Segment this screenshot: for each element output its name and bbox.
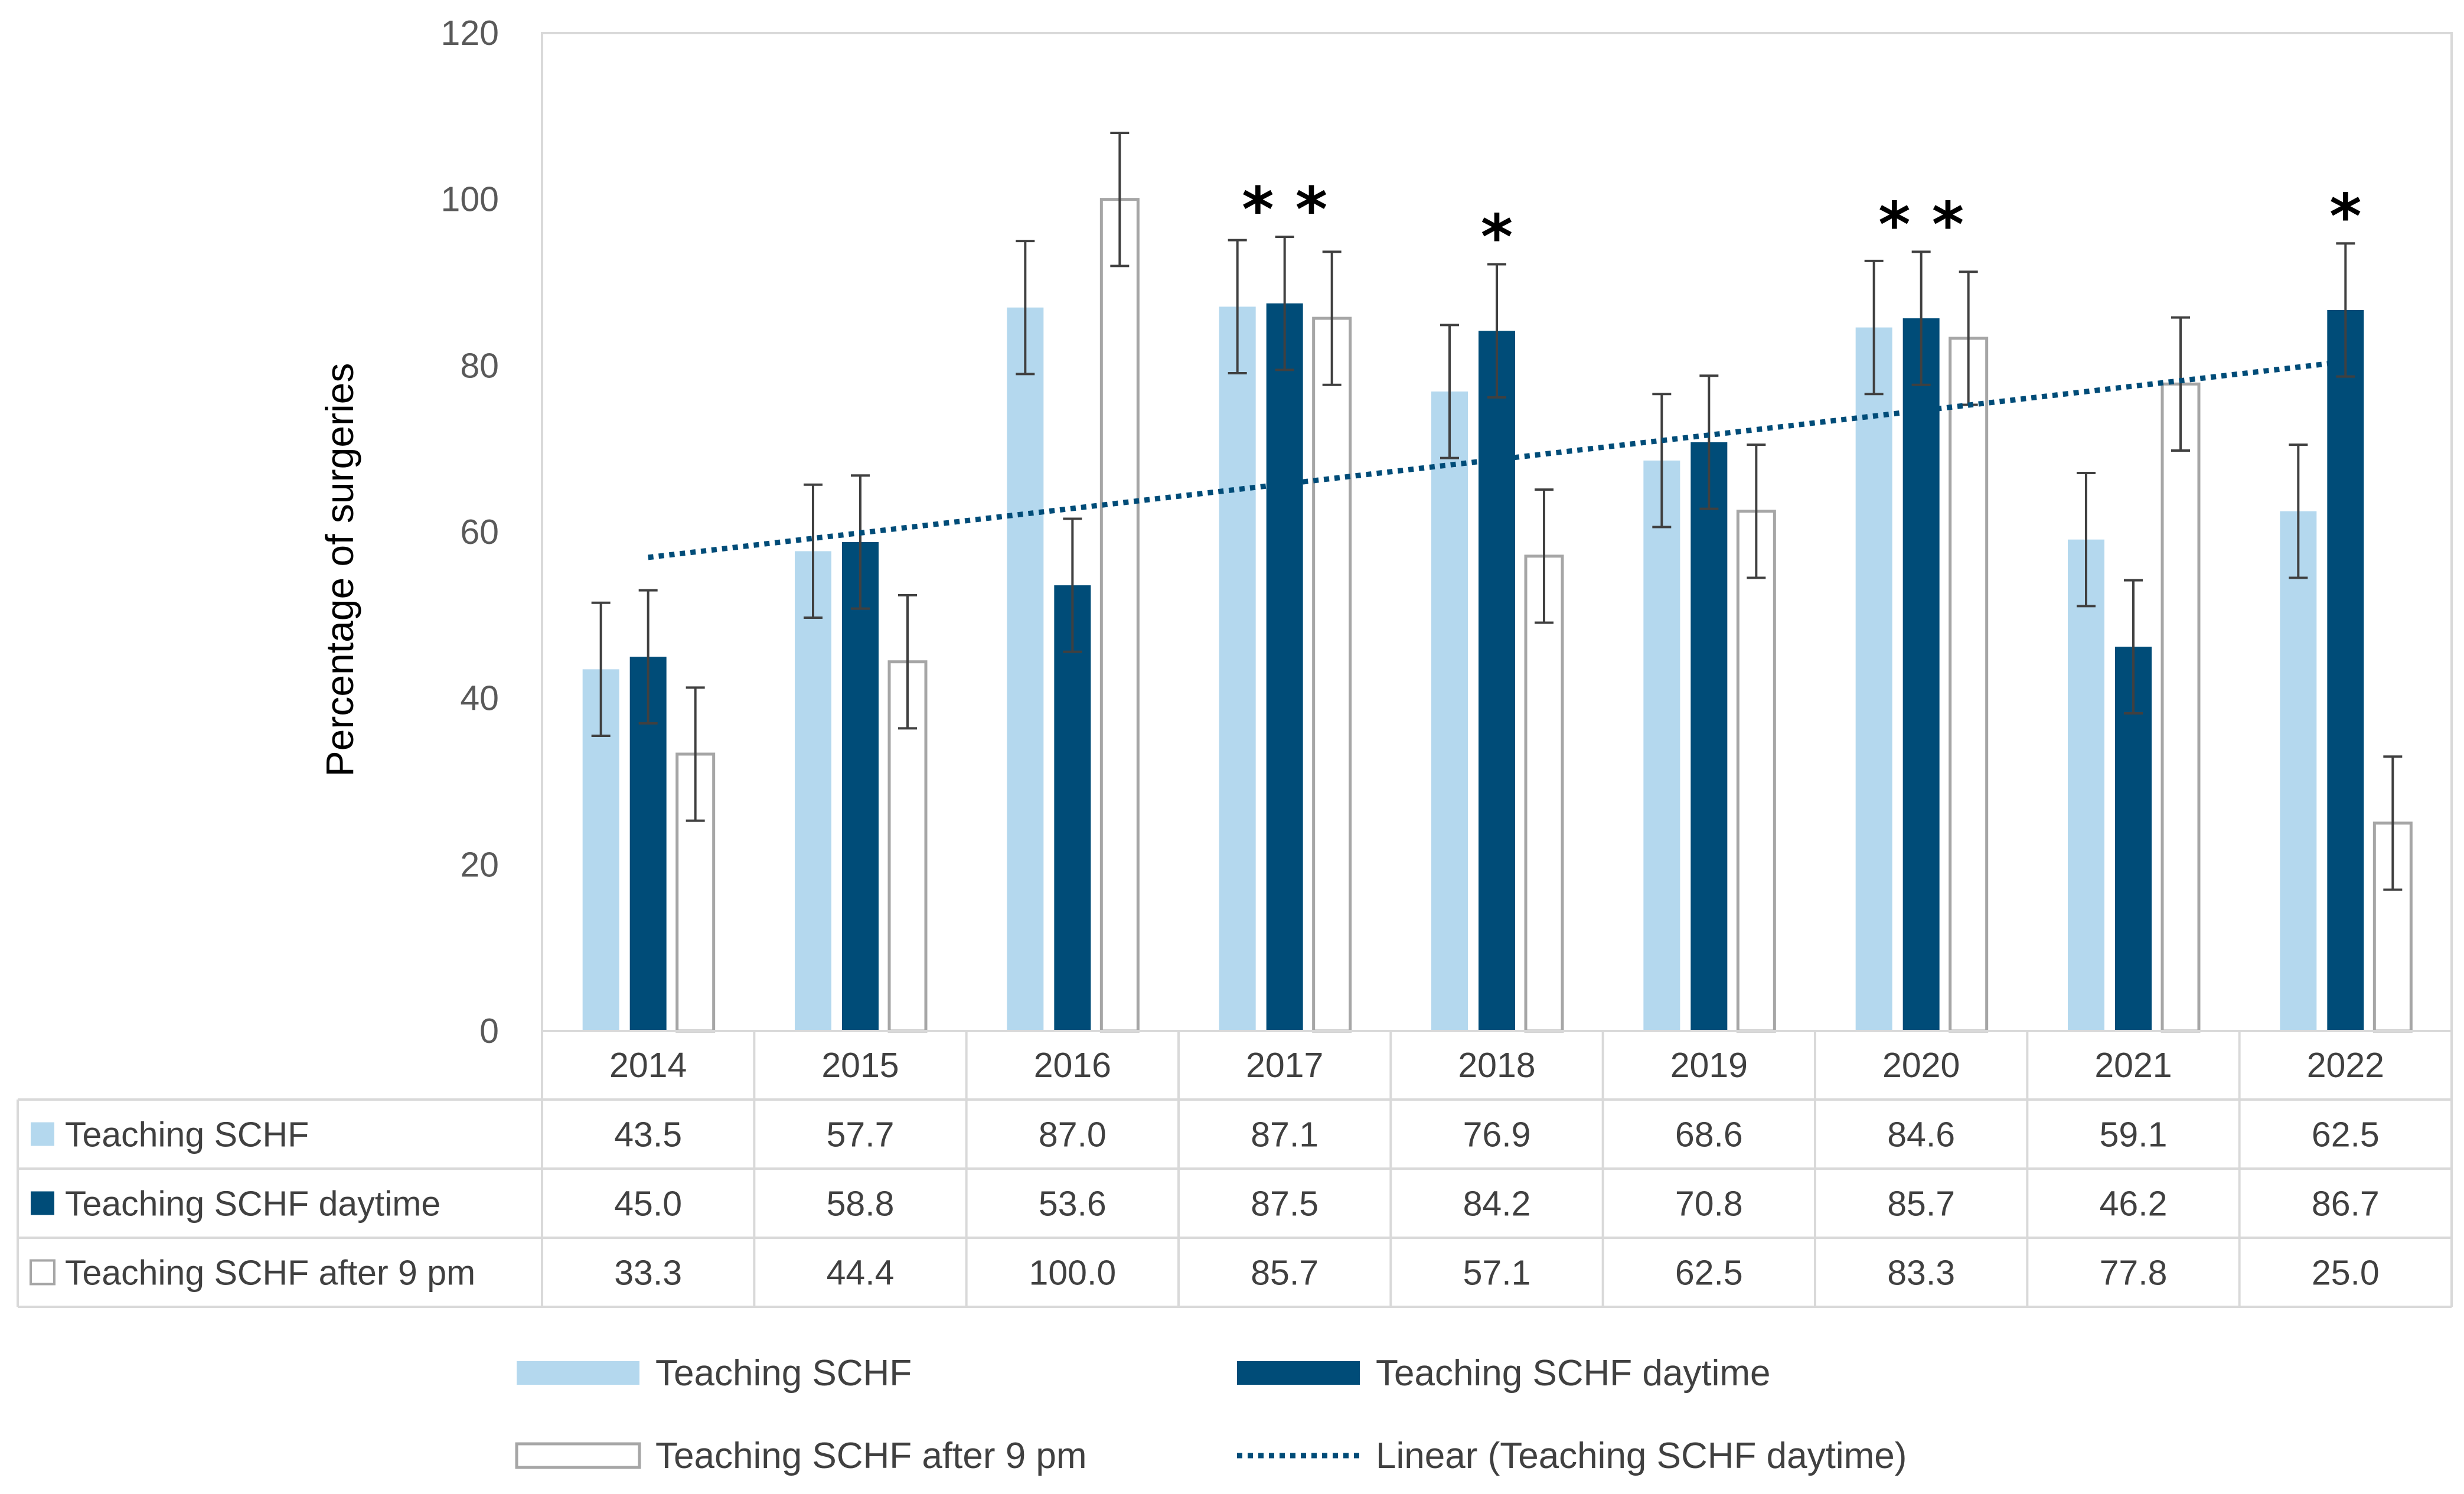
y-tick-label: 80 — [460, 346, 499, 385]
bar-teaching-schf — [795, 551, 831, 1031]
trendline-linear — [648, 358, 2346, 560]
bar-teaching-schf — [2280, 511, 2317, 1031]
trendline — [648, 358, 2346, 560]
category-label: 2020 — [1882, 1046, 1960, 1085]
y-tick-label: 0 — [479, 1012, 499, 1051]
category-label: 2021 — [2094, 1046, 2172, 1085]
bar-teaching-schf-after-9-pm — [1524, 554, 1564, 1033]
significance-star: * — [2329, 180, 2361, 252]
data-label: 83.3 — [1887, 1254, 1955, 1293]
bar-teaching-schf — [1855, 327, 1892, 1031]
bar-teaching-schf — [1643, 460, 1680, 1031]
data-label: 57.1 — [1463, 1254, 1531, 1293]
data-label: 70.8 — [1675, 1185, 1743, 1224]
data-label: 59.1 — [2100, 1115, 2168, 1154]
data-label: 62.5 — [1675, 1254, 1743, 1293]
data-label: 57.7 — [827, 1115, 895, 1154]
data-label: 53.6 — [1039, 1185, 1107, 1224]
category-label: 2019 — [1670, 1046, 1748, 1085]
bar-teaching-schf-daytime — [1902, 318, 1940, 1031]
legend: Teaching SCHF Teaching SCHF daytime Teachi… — [515, 1353, 1907, 1476]
significance-star: * — [1481, 201, 1513, 273]
category-label: 2014 — [609, 1046, 687, 1085]
data-label: 68.6 — [1675, 1115, 1743, 1154]
significance-star: * * — [1878, 188, 1964, 260]
bar-teaching-schf-after-9-pm — [1736, 510, 1776, 1033]
bar-teaching-schf — [1007, 307, 1044, 1031]
legend-swatch-teaching-schf-daytime — [1237, 1361, 1360, 1385]
category-label: 2015 — [821, 1046, 899, 1085]
bar-teaching-schf — [1431, 391, 1468, 1031]
y-axis-label: Percentage of surgeries — [318, 363, 361, 777]
table-row-label: Teaching SCHF after 9 pm — [65, 1254, 475, 1293]
bar-teaching-schf-after-9-pm — [2161, 382, 2201, 1033]
legend-label: Linear (Teaching SCHF daytime) — [1376, 1436, 1907, 1476]
data-label: 77.8 — [2100, 1254, 2168, 1293]
category-label: 2022 — [2307, 1046, 2384, 1085]
bar-teaching-schf-after-9-pm — [1949, 337, 1989, 1033]
data-label: 25.0 — [2312, 1254, 2380, 1293]
data-label: 84.2 — [1463, 1185, 1531, 1224]
data-label: 62.5 — [2312, 1115, 2380, 1154]
table-legend-key — [31, 1191, 54, 1215]
data-table: 2014 2015 2016 2017 2018 2019 2020 2021 2022 Teac… — [17, 1030, 2453, 1308]
y-tick-label: 20 — [460, 845, 499, 884]
legend-swatch-teaching-schf-after-9-pm — [515, 1442, 641, 1469]
y-tick-label: 40 — [460, 679, 499, 718]
data-label: 100.0 — [1029, 1254, 1117, 1293]
data-label: 45.0 — [614, 1185, 682, 1224]
bar-teaching-schf-after-9-pm — [1312, 317, 1352, 1033]
data-label: 84.6 — [1887, 1115, 1955, 1154]
data-label: 87.5 — [1251, 1185, 1319, 1224]
data-label: 87.0 — [1039, 1115, 1107, 1154]
bar-teaching-schf — [2068, 539, 2104, 1031]
data-label: 86.7 — [2312, 1185, 2380, 1224]
data-label: 76.9 — [1463, 1115, 1531, 1154]
table-row-label: Teaching SCHF daytime — [65, 1185, 440, 1224]
data-label: 85.7 — [1251, 1254, 1319, 1293]
y-axis-ticks: 0 20 40 60 80 100 120 — [441, 14, 499, 1051]
bar-teaching-schf-daytime — [1479, 331, 1515, 1031]
data-label: 46.2 — [2100, 1185, 2168, 1224]
legend-label: Teaching SCHF — [655, 1353, 912, 1394]
category-label: 2016 — [1034, 1046, 1111, 1085]
y-tick-label: 100 — [441, 180, 499, 219]
category-label: 2017 — [1246, 1046, 1323, 1085]
legend-label: Teaching SCHF daytime — [1376, 1353, 1771, 1394]
data-label: 44.4 — [827, 1254, 895, 1293]
data-label: 43.5 — [614, 1115, 682, 1154]
data-label: 33.3 — [614, 1254, 682, 1293]
bar-teaching-schf-after-9-pm — [1099, 198, 1140, 1033]
bar-teaching-schf-daytime — [2327, 309, 2364, 1031]
significance-star: * * — [1242, 174, 1327, 246]
table-legend-key — [31, 1122, 54, 1146]
bar-teaching-schf-daytime — [842, 542, 879, 1031]
data-label: 87.1 — [1251, 1115, 1319, 1154]
data-label: 85.7 — [1887, 1185, 1955, 1224]
bar-teaching-schf-daytime — [1266, 303, 1303, 1032]
y-tick-label: 120 — [441, 14, 499, 53]
category-label: 2018 — [1458, 1046, 1535, 1085]
legend-label: Teaching SCHF after 9 pm — [655, 1436, 1087, 1476]
table-legend-key — [30, 1259, 56, 1286]
legend-swatch-teaching-schf — [517, 1361, 639, 1385]
table-row-label: Teaching SCHF — [65, 1115, 309, 1154]
bar-teaching-schf-daytime — [1054, 585, 1091, 1031]
significance-annotations: * * * * * * — [1242, 174, 2361, 273]
bars — [582, 132, 2413, 1033]
bar-teaching-schf — [1219, 306, 1256, 1031]
bar-teaching-schf-daytime — [1690, 442, 1728, 1031]
data-label: 58.8 — [827, 1185, 895, 1224]
y-tick-label: 60 — [460, 513, 499, 552]
